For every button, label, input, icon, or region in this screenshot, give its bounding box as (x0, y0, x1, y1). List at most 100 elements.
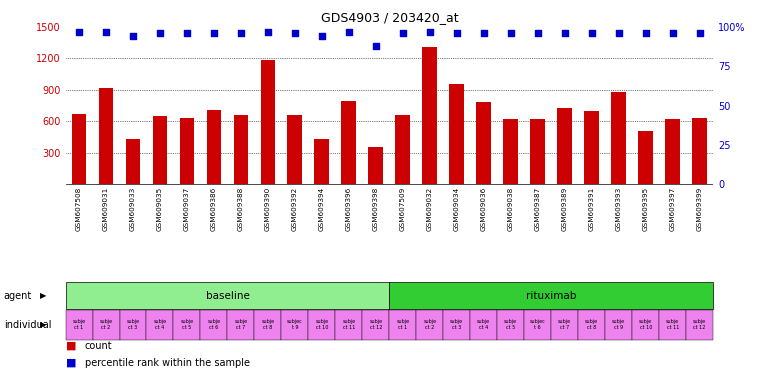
Bar (389, 282, 713, 309)
Text: subje
ct 3: subje ct 3 (450, 319, 463, 330)
Bar (173, 310, 200, 340)
Bar (416, 310, 443, 340)
Bar (524, 310, 551, 340)
Point (316, 33, 328, 40)
Bar (692, 118, 707, 184)
Point (100, 28, 113, 35)
Bar (281, 310, 308, 340)
Text: ▶: ▶ (40, 291, 46, 300)
Bar (389, 310, 416, 340)
Text: subje
ct 12: subje ct 12 (369, 319, 382, 330)
Bar (584, 111, 599, 184)
Text: GSM609399: GSM609399 (697, 187, 702, 232)
Bar (423, 47, 437, 184)
Text: GSM609036: GSM609036 (481, 187, 487, 232)
Text: GSM609038: GSM609038 (508, 187, 513, 232)
Bar (396, 115, 410, 184)
Text: GSM609393: GSM609393 (616, 187, 621, 232)
Text: GSM609394: GSM609394 (319, 187, 325, 232)
Text: GSM609391: GSM609391 (589, 187, 594, 232)
Bar (686, 310, 713, 340)
Bar (227, 310, 254, 340)
Text: GSM609387: GSM609387 (535, 187, 540, 232)
Text: subje
ct 10: subje ct 10 (639, 319, 652, 330)
Bar (308, 310, 335, 340)
Bar (99, 88, 113, 184)
Text: subje
ct 4: subje ct 4 (477, 319, 490, 330)
Text: subje
ct 12: subje ct 12 (693, 319, 706, 330)
Bar (611, 93, 626, 184)
Point (558, 30, 571, 36)
Bar (234, 115, 248, 184)
Text: subje
ct 1: subje ct 1 (396, 319, 409, 330)
Point (640, 30, 652, 36)
Point (586, 30, 598, 36)
Bar (476, 103, 491, 184)
Point (666, 30, 679, 36)
Text: percentile rank within the sample: percentile rank within the sample (85, 358, 250, 368)
Text: GSM609397: GSM609397 (670, 187, 675, 232)
Text: subjec
t 9: subjec t 9 (287, 319, 303, 330)
Text: GSM607508: GSM607508 (76, 187, 82, 232)
Text: GSM609037: GSM609037 (184, 187, 190, 232)
Bar (632, 310, 659, 340)
Point (288, 30, 301, 36)
Bar (254, 310, 281, 340)
Point (261, 28, 274, 35)
Text: subje
ct 8: subje ct 8 (261, 319, 274, 330)
Bar (605, 310, 632, 340)
Bar (146, 310, 173, 340)
Bar (153, 116, 167, 184)
Text: GSM609033: GSM609033 (130, 187, 136, 232)
Bar (93, 310, 120, 340)
Text: subje
ct 2: subje ct 2 (99, 319, 113, 330)
Bar (443, 310, 470, 340)
Bar (362, 310, 389, 340)
Text: subje
ct 5: subje ct 5 (504, 319, 517, 330)
Point (370, 43, 382, 49)
Point (180, 30, 193, 36)
Bar (180, 118, 194, 184)
Text: GSM609392: GSM609392 (292, 187, 298, 232)
Bar (503, 119, 518, 184)
Text: baseline: baseline (206, 291, 249, 301)
Bar (557, 108, 572, 184)
Bar (369, 147, 383, 184)
Point (505, 30, 517, 36)
Bar (126, 139, 140, 184)
Text: agent: agent (4, 291, 32, 301)
Point (694, 30, 706, 36)
Text: GSM607509: GSM607509 (400, 187, 406, 232)
Text: ▶: ▶ (40, 320, 46, 329)
Text: subje
ct 7: subje ct 7 (558, 319, 571, 330)
Point (343, 28, 355, 35)
Bar (659, 310, 686, 340)
Text: GSM609386: GSM609386 (211, 187, 217, 232)
Text: subje
ct 11: subje ct 11 (666, 319, 679, 330)
Bar (449, 84, 464, 184)
Bar (66, 282, 389, 309)
Bar (288, 115, 302, 184)
Text: GSM609388: GSM609388 (238, 187, 244, 232)
Text: subje
ct 4: subje ct 4 (153, 319, 167, 330)
Text: GSM609032: GSM609032 (427, 187, 433, 232)
Text: individual: individual (4, 320, 52, 330)
Bar (342, 101, 356, 184)
Bar (207, 110, 221, 184)
Point (613, 30, 625, 36)
Bar (551, 310, 578, 340)
Bar (578, 310, 605, 340)
Text: subje
ct 10: subje ct 10 (315, 319, 328, 330)
Point (532, 30, 544, 36)
Point (235, 30, 247, 36)
Point (73, 28, 86, 35)
Text: subje
ct 2: subje ct 2 (423, 319, 436, 330)
Text: subje
ct 11: subje ct 11 (342, 319, 355, 330)
Text: GSM609031: GSM609031 (103, 187, 109, 232)
Point (208, 30, 221, 36)
Text: count: count (85, 341, 113, 351)
Bar (638, 131, 653, 184)
Text: GDS4903 / 203420_at: GDS4903 / 203420_at (321, 12, 458, 25)
Bar (497, 310, 524, 340)
Bar (261, 60, 275, 184)
